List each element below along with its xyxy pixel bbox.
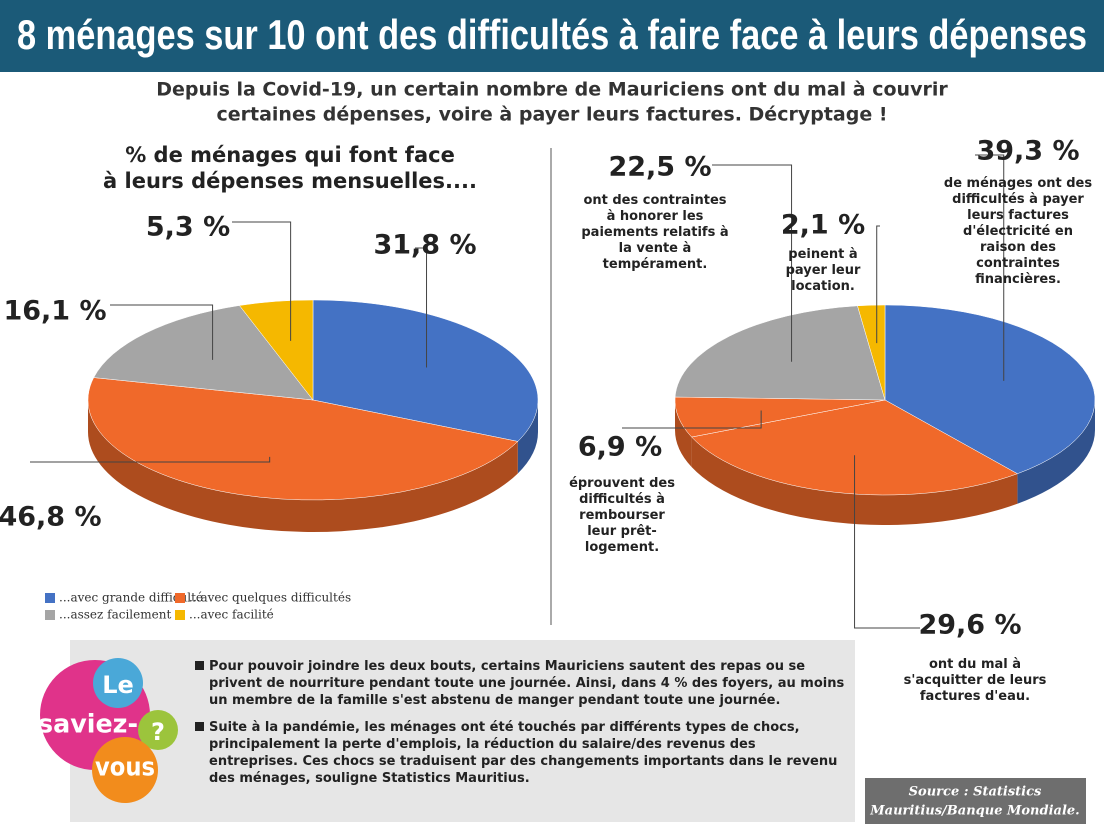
info-text: Pour pouvoir joindre les deux bouts, cer… [195,658,845,797]
logo-text: vous [95,753,155,783]
source: Mauritius/Banque Mondiale. [869,804,1079,819]
pie-slice [691,399,1018,496]
bullet: Pour pouvoir joindre les deux bouts, cer… [195,658,845,709]
pie-slice [87,377,519,501]
logo-text: ? [151,718,165,746]
legend-label: ...avec quelques difficultés [189,591,351,605]
source: Source : Statistics [909,785,1042,800]
pie-side [1017,400,1095,504]
value-label: 2,1 % [781,210,865,241]
logo: Le saviez- ? vous [38,658,178,803]
leader-line [110,304,214,360]
annotation: éprouvent des difficultés à rembourser l… [569,476,675,555]
annotation: de ménages ont des difficultés à payer l… [943,176,1093,287]
source-box [865,778,1086,824]
pie-side [517,400,538,474]
pie-side [691,437,1018,525]
annotation: peinent à payer leur location. [785,247,861,294]
page-title: 8 ménages sur 10 ont des difficultés à f… [17,11,1087,58]
legend-label: ...avec grande difficulté [59,591,203,605]
leader-line [232,221,292,341]
annotation: ont du mal à s'acquitter de leurs factur… [903,657,1047,704]
pie-slice [93,305,314,401]
logo-text: Le [102,671,134,699]
legend-swatch [45,593,55,603]
value-label: 6,9 % [578,432,662,463]
value-label: 22,5 % [608,152,711,183]
leader-line [975,154,1005,381]
pie-slice [884,304,1096,475]
legend-label: ...avec facilité [189,608,274,622]
pie-slice [857,304,886,401]
legend-swatch [175,610,185,620]
pie-slice [312,299,539,442]
chart-title: à leurs dépenses mensuelles.... [103,169,477,193]
logo-circle [138,710,178,750]
legend-swatch [45,610,55,620]
logo-text: saviez- [38,710,138,740]
leader-line [712,164,793,362]
pie-side [88,400,518,533]
value-label: 31,8 % [373,230,476,261]
bullet: Suite à la pandémie, les ménages ont été… [195,719,845,787]
leader-line [415,247,428,368]
subtitle: certaines dépenses, voire à payer leurs … [217,104,888,126]
leader-line [30,456,271,463]
title-bar [0,0,1104,72]
leader-line [854,455,920,629]
legend-label: ...assez facilement [59,608,171,622]
pie-side [675,400,692,468]
value-label: 39,3 % [976,136,1079,167]
pie-slice [674,305,886,401]
pie-slice [238,299,314,401]
value-label: 16,1 % [3,296,106,327]
leader-line [622,410,762,429]
logo-circle [92,737,158,803]
logo-circle [93,658,143,708]
annotation: ont des contraintes à honorer les paieme… [581,193,729,272]
value-label: 29,6 % [918,610,1021,641]
value-label: 5,3 % [146,212,230,243]
legend-swatch [175,593,185,603]
subtitle: Depuis la Covid-19, un certain nombre de… [156,79,948,101]
leader-line [876,225,880,344]
chart-title: % de ménages qui font face [125,143,455,167]
value-label: 46,8 % [0,502,102,533]
